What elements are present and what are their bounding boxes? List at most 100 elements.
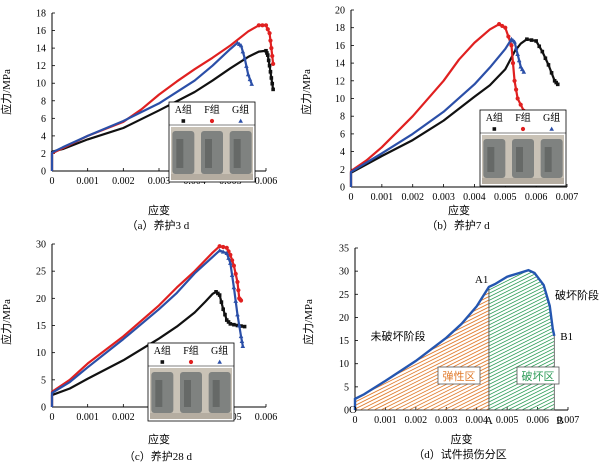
data-point-marker	[249, 81, 255, 86]
y-tick-label: 10	[335, 94, 345, 105]
chart-panel-3: 00.0010.0020.0030.0040.0050.006051015202…	[0, 240, 277, 464]
hatch-line	[355, 286, 489, 410]
point-label-O: O	[349, 404, 357, 416]
hatch-line	[488, 270, 555, 410]
specimen-crack-shade	[233, 139, 241, 168]
chart-panel-2: 0 0.001 0.002 0.003 0.004 0.005 0.006 0.007 0 2 4 6…	[299, 6, 578, 233]
data-point-marker	[492, 127, 497, 131]
data-point-marker	[518, 64, 524, 69]
data-point-marker	[221, 307, 225, 311]
data-point-marker	[228, 322, 233, 326]
y-tick-label: 20	[335, 6, 345, 17]
x-tick-label: 0	[50, 176, 55, 187]
hatch-line	[381, 286, 489, 410]
x-tick-label: 0.006	[255, 412, 278, 423]
hatch-line	[488, 270, 555, 410]
y-tick-label: 16	[36, 26, 46, 37]
hatch-line	[488, 270, 555, 410]
specimen-crack-shade	[176, 139, 184, 168]
y-tick-label: 20	[36, 294, 46, 305]
y-tick-label: 15	[339, 336, 349, 347]
data-point-marker	[181, 119, 186, 123]
data-point-marker	[217, 244, 222, 249]
y-tick-label: 14	[335, 59, 345, 70]
y-tick-label: 0	[41, 403, 46, 414]
hatch-line	[355, 286, 489, 410]
hatch-line	[355, 286, 489, 410]
data-point-marker	[233, 298, 238, 303]
hatch-line	[488, 270, 555, 410]
data-point-marker	[267, 31, 272, 36]
hatch-line	[388, 286, 489, 410]
hatch-line	[488, 270, 555, 410]
data-point-marker	[267, 63, 272, 68]
hatch-line	[488, 270, 555, 410]
data-point-marker	[513, 45, 519, 50]
data-point-marker	[549, 71, 554, 75]
x-tick-label: 0.003	[435, 415, 458, 426]
data-point-marker	[220, 249, 226, 254]
x-axis-label: 应变	[148, 432, 170, 446]
data-point-marker	[269, 76, 274, 80]
hatch-line	[488, 270, 555, 410]
data-point-marker	[226, 255, 231, 260]
intact-stage-label: 未破坏阶段	[371, 329, 426, 343]
point-label-B1: B1	[560, 331, 573, 343]
y-tick-label: 25	[36, 267, 46, 278]
hatch-line	[430, 286, 489, 410]
hatch-line	[374, 286, 489, 410]
data-point-marker	[549, 126, 554, 131]
data-point-marker	[510, 61, 516, 66]
data-point-marker	[516, 58, 522, 63]
hatch-line	[488, 270, 555, 410]
data-point-marker	[188, 359, 194, 365]
data-point-marker	[264, 48, 268, 53]
x-tick-label: 0.002	[405, 415, 428, 426]
legend-label: G组	[543, 111, 560, 124]
x-tick-label: 0.006	[255, 176, 278, 187]
hatch-line	[488, 270, 555, 410]
point-label-A1: A1	[475, 274, 488, 286]
y-tick-label: 4	[41, 131, 46, 142]
y-axis-label: 应力/MPa	[299, 69, 313, 115]
data-point-marker	[265, 53, 270, 57]
y-tick-label: 8	[41, 96, 46, 107]
hatch-line	[367, 286, 489, 410]
hatch-line	[0, 260, 282, 420]
hatch-line	[488, 270, 555, 410]
data-point-marker	[519, 66, 525, 72]
y-tick-label: 6	[340, 129, 345, 140]
hatch-line	[488, 270, 555, 410]
hatch-line	[355, 286, 489, 410]
series-G组	[50, 248, 246, 407]
data-point-marker	[263, 23, 269, 28]
hatch-line	[488, 270, 550, 410]
data-point-marker	[512, 78, 517, 83]
data-point-marker	[512, 39, 517, 44]
data-point-marker	[265, 27, 270, 32]
data-point-marker	[497, 22, 502, 27]
data-point-marker	[537, 44, 542, 49]
legend-label: A组	[175, 103, 192, 116]
data-point-marker	[236, 288, 241, 293]
legend-inset: A组 F组 G组	[168, 101, 256, 183]
x-tick-label: 0.004	[463, 192, 486, 203]
legend-label: G组	[211, 344, 228, 357]
specimen-crack-shade	[184, 380, 191, 407]
y-axis-label: 应力/MPa	[301, 299, 315, 345]
y-tick-label: 18	[335, 23, 345, 34]
hatch-line	[488, 270, 555, 410]
hatch-line	[355, 286, 489, 410]
data-point-marker	[233, 271, 238, 276]
data-point-marker	[228, 260, 233, 265]
x-tick-label: 0.002	[401, 192, 424, 203]
legend-label: A组	[486, 111, 503, 124]
data-point-marker	[256, 23, 261, 28]
legend-label: G组	[232, 103, 249, 116]
data-point-marker	[500, 23, 505, 29]
photo-floor	[150, 413, 232, 419]
hatch-line	[593, 260, 600, 420]
data-point-marker	[247, 76, 253, 82]
panel-caption: （b）养护7 d	[426, 218, 490, 232]
hatch-line	[494, 260, 600, 420]
